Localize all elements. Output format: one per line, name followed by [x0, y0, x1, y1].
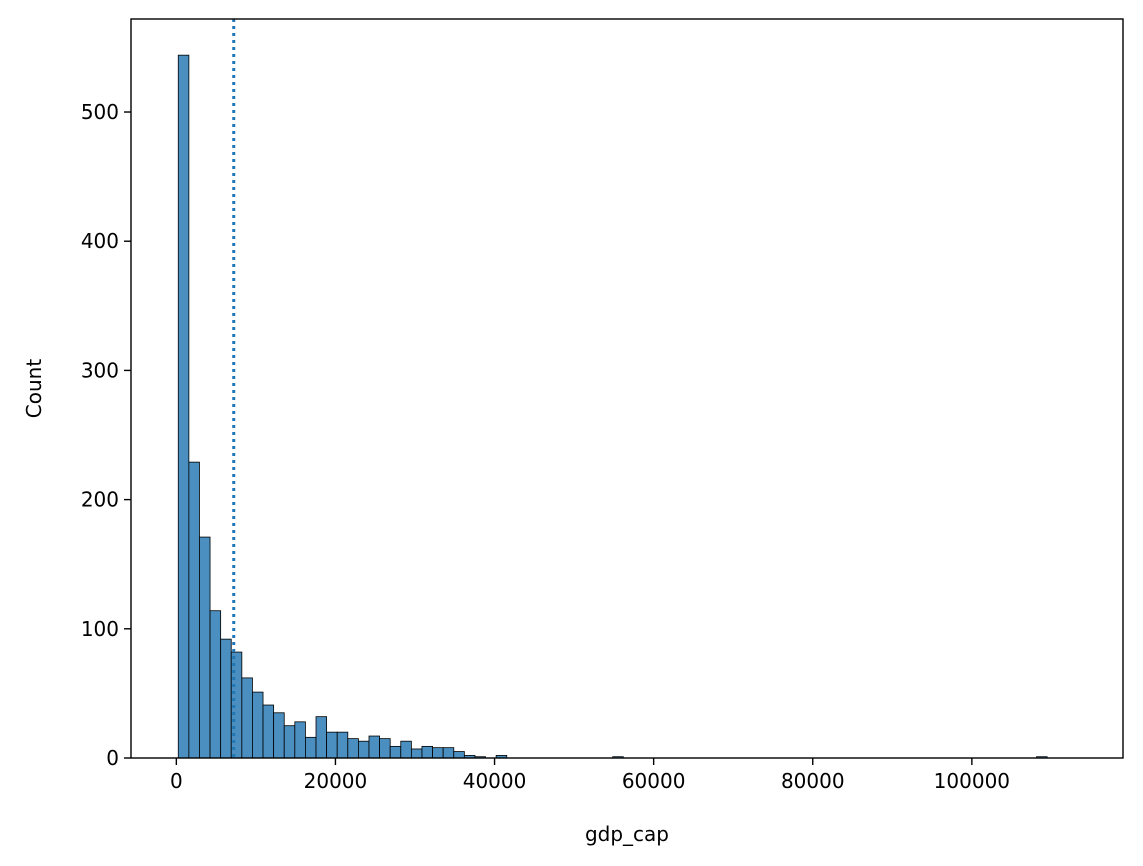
histogram-bar [177, 54, 190, 759]
histogram-bar [347, 738, 359, 759]
histogram-bar [283, 725, 296, 759]
histogram-bars [177, 54, 1048, 759]
histogram-bar [368, 735, 380, 759]
histogram-bar [241, 677, 253, 759]
x-tick-label: 80000 [781, 769, 845, 793]
plot-frame [130, 18, 1124, 759]
histogram-bar [262, 704, 275, 759]
y-tick-label: 300 [81, 358, 119, 382]
y-tick-label: 500 [81, 100, 119, 124]
y-axis: 0 100 200 300 400 500 [81, 100, 131, 770]
y-tick-label: 0 [106, 746, 119, 770]
histogram-bar [357, 740, 370, 759]
histogram-bar [432, 747, 444, 759]
histogram-bar [326, 731, 338, 759]
histogram-bar [442, 747, 455, 759]
x-tick-label: 100000 [934, 769, 1010, 793]
histogram-bar [421, 745, 433, 759]
histogram-bar [389, 745, 402, 759]
y-axis-label: Count [22, 359, 46, 419]
y-tick-label: 100 [81, 617, 119, 641]
histogram-bar [294, 721, 306, 759]
x-tick-label: 60000 [622, 769, 686, 793]
histogram-bar [188, 461, 200, 759]
histogram-bar [336, 731, 349, 759]
x-tick-label: 0 [170, 769, 183, 793]
histogram-bar [209, 610, 222, 759]
histogram-bar [199, 536, 211, 759]
x-tick-label: 20000 [304, 769, 368, 793]
x-tick-label: 40000 [463, 769, 527, 793]
histogram-bar [305, 736, 317, 759]
histogram-bar [453, 751, 465, 759]
histogram-bar [379, 738, 391, 759]
histogram-bar [315, 716, 328, 759]
y-tick-label: 400 [81, 229, 119, 253]
histogram-bar [252, 691, 264, 759]
x-axis: 0 20000 40000 60000 80000 100000 [170, 758, 1010, 793]
x-axis-label: gdp_cap [585, 822, 669, 846]
histogram-bar [400, 740, 412, 759]
histogram-bar [273, 712, 285, 759]
histogram-bar [220, 638, 232, 759]
histogram-bar [410, 748, 423, 759]
y-tick-label: 200 [81, 488, 119, 512]
